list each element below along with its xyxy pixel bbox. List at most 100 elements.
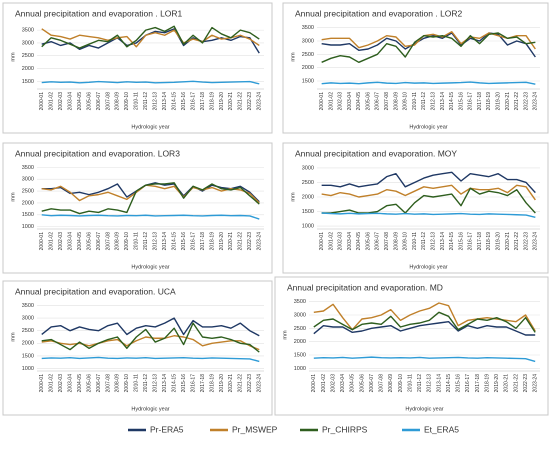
x-axis-label: Hydrologic year	[131, 406, 169, 412]
y-tick-label: 1000	[302, 224, 314, 230]
x-tick-label: 2010-11	[412, 92, 418, 110]
x-tick-label: 2011-12	[143, 374, 149, 392]
x-tick-label: 2022-23	[523, 374, 529, 393]
x-tick-label: 2014-15	[446, 374, 452, 393]
x-tick-label: 2004-05	[77, 92, 83, 111]
x-tick-label: 2001-02	[49, 374, 55, 393]
legend-label: Pr_MSWEP	[232, 424, 278, 434]
x-tick-label: 2015-16	[458, 232, 464, 251]
series-line	[41, 25, 260, 49]
x-tick-label: 2016-17	[468, 92, 474, 111]
x-tick-label: 2004-05	[356, 92, 362, 111]
x-tick-label: 2006-07	[96, 232, 102, 251]
chart-title: Annual precipitation and evaporation. UC…	[15, 286, 176, 296]
y-tick-label: 1000	[22, 366, 34, 372]
chart-title: Annual precipitation and evaporation . L…	[295, 8, 463, 18]
x-tick-label: 2005-06	[365, 92, 371, 111]
x-tick-label: 2017-18	[200, 374, 206, 393]
x-tick-label: 2010-11	[134, 374, 140, 392]
y-tick-label: 2000	[294, 339, 306, 345]
x-tick-label: 2005-06	[86, 92, 92, 111]
x-tick-label: 2014-15	[171, 92, 177, 111]
series-line	[41, 214, 260, 220]
x-tick-label: 2006-07	[369, 374, 375, 393]
x-tick-label: 2020-21	[505, 232, 511, 251]
x-tick-label: 2001-02	[49, 92, 55, 111]
x-tick-label: 2022-23	[247, 232, 253, 251]
panel-border	[2, 2, 273, 134]
x-tick-label: 2006-07	[96, 92, 102, 111]
x-tick-label: 2022-23	[523, 232, 529, 251]
x-tick-label: 2017-18	[477, 92, 483, 111]
x-tick-label: 2000-01	[39, 374, 45, 393]
x-tick-label: 2002-03	[58, 232, 64, 251]
x-tick-label: 2013-14	[436, 374, 442, 393]
x-tick-label: 2000-01	[319, 92, 325, 111]
x-tick-label: 2021-22	[514, 92, 520, 111]
x-tick-label: 2014-15	[449, 232, 455, 251]
x-tick-label: 2023-24	[533, 374, 539, 393]
x-tick-label: 2016-17	[190, 374, 196, 393]
series-line	[321, 32, 536, 64]
x-tick-label: 2000-01	[39, 92, 45, 111]
x-tick-label: 2011-12	[143, 92, 149, 110]
x-tick-label: 2021-22	[514, 232, 520, 251]
y-tick-label: 3000	[294, 312, 306, 318]
chart-title: Annual precipitation and evaporation . L…	[15, 8, 183, 18]
x-tick-label: 2021-22	[238, 92, 244, 111]
y-tick-label: 2000	[22, 341, 34, 347]
x-tick-label: 2017-18	[477, 232, 483, 251]
y-tick-label: 2500	[22, 53, 34, 59]
x-tick-label: 2021-22	[238, 232, 244, 251]
x-tick-label: 2001-02	[328, 232, 334, 251]
x-tick-label: 2019-20	[219, 92, 225, 111]
y-tick-label: 3500	[294, 299, 306, 305]
x-tick-label: 2002-03	[58, 374, 64, 393]
x-tick-label: 2005-06	[365, 232, 371, 251]
x-tick-label: 2009-10	[124, 92, 130, 111]
x-tick-label: 2010-11	[407, 374, 413, 392]
x-tick-label: 2015-16	[181, 92, 187, 111]
y-tick-label: 1500	[22, 212, 34, 218]
x-tick-label: 2019-20	[496, 232, 502, 251]
x-tick-label: 2017-18	[200, 232, 206, 251]
x-tick-label: 2019-20	[496, 92, 502, 111]
x-tick-label: 2002-03	[338, 232, 344, 251]
x-tick-label: 2008-09	[388, 374, 394, 393]
x-tick-label: 2008-09	[393, 232, 399, 251]
y-tick-label: 2000	[22, 200, 34, 206]
x-tick-label: 2005-06	[359, 374, 365, 393]
series-line	[41, 182, 260, 215]
y-tick-label: 3500	[22, 303, 34, 309]
x-tick-label: 2016-17	[465, 374, 471, 393]
x-tick-label: 2010-11	[134, 232, 140, 250]
y-tick-label: 3000	[22, 40, 34, 46]
panel-border	[282, 2, 549, 134]
legend: Pr-ERA5 Pr_MSWEP Pr_CHIRPS Et_ERA5	[128, 424, 459, 434]
x-tick-label: 2015-16	[458, 92, 464, 111]
x-tick-label: 2002-03	[338, 92, 344, 111]
y-tick-label: 2500	[22, 189, 34, 195]
x-tick-label: 2019-20	[219, 232, 225, 251]
x-tick-label: 2013-14	[440, 232, 446, 251]
x-tick-label: 2014-15	[449, 92, 455, 111]
y-tick-label: 3500	[302, 25, 314, 31]
x-tick-label: 2008-09	[115, 232, 121, 251]
x-tick-label: 2000-01	[39, 232, 45, 251]
x-tick-label: 2003-04	[67, 232, 73, 251]
x-tick-label: 2020-21	[505, 92, 511, 111]
y-axis-label: mm	[10, 332, 16, 342]
x-tick-label: 2010-11	[412, 232, 418, 250]
x-tick-label: 2023-24	[257, 92, 263, 111]
x-axis-label: Hydrologic year	[409, 124, 447, 130]
y-tick-label: 1500	[302, 209, 314, 215]
x-tick-label: 2021-22	[513, 374, 519, 393]
series-line	[313, 356, 536, 363]
y-tick-label: 2000	[22, 66, 34, 72]
y-tick-label: 3000	[302, 38, 314, 44]
x-tick-label: 2010-11	[134, 92, 140, 110]
x-tick-label: 2000-01	[311, 374, 317, 393]
y-tick-label: 2500	[302, 180, 314, 186]
panel-border	[2, 280, 273, 416]
x-tick-label: 2009-10	[403, 232, 409, 251]
